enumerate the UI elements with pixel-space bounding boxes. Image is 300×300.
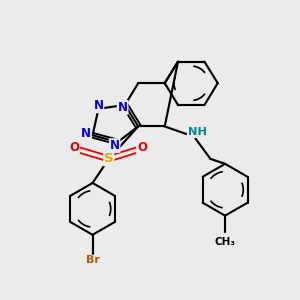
Text: N: N [94,99,103,112]
Text: CH₃: CH₃ [214,237,236,247]
Text: S: S [104,152,114,165]
Text: O: O [69,141,79,154]
Text: Br: Br [85,255,100,266]
Text: N: N [81,127,91,140]
Text: NH: NH [188,127,206,137]
Text: N: N [110,139,120,152]
Text: N: N [118,101,128,114]
Text: O: O [137,141,147,154]
